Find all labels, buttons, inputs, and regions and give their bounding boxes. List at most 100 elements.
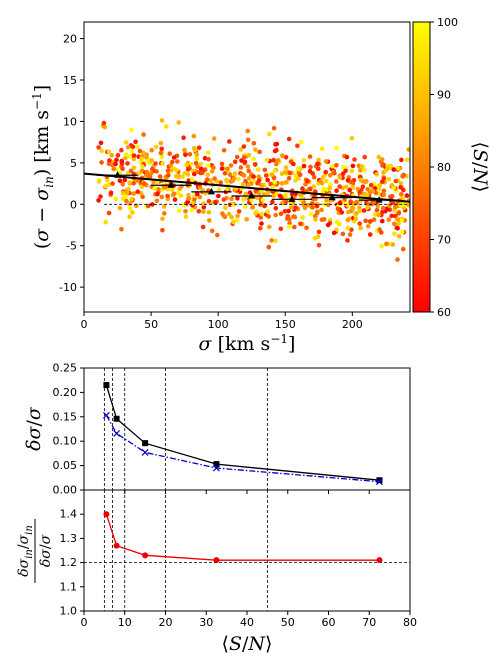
scatter-point xyxy=(270,184,276,190)
scatter-point xyxy=(106,182,112,187)
scatter-point xyxy=(227,172,233,177)
scatter-point xyxy=(406,147,410,152)
y-tick-label: 5 xyxy=(70,157,77,170)
scatter-point xyxy=(284,179,289,185)
scatter-point xyxy=(115,153,121,158)
scatter-point xyxy=(272,168,278,174)
square-marker xyxy=(103,382,110,389)
scatter-point xyxy=(241,155,247,160)
x-tick-label: 20 xyxy=(159,616,173,629)
scatter-point xyxy=(379,230,384,235)
scatter-point xyxy=(334,163,339,168)
scatter-point xyxy=(335,206,341,212)
scatter-point xyxy=(128,206,133,211)
scatter-point xyxy=(245,137,251,142)
scatter-point xyxy=(319,207,324,213)
scatter-point xyxy=(246,176,252,181)
scatter-point xyxy=(334,145,339,151)
scatter-point xyxy=(347,232,353,237)
scatter-point xyxy=(249,198,254,203)
scatter-point xyxy=(375,203,381,209)
scatter-point xyxy=(376,154,382,160)
scatter-point xyxy=(297,172,303,178)
scatter-point xyxy=(241,196,246,202)
x-tick-label: 30 xyxy=(199,616,213,629)
scatter-point xyxy=(200,224,206,230)
scatter-point xyxy=(193,160,199,166)
y-tick-label: -5 xyxy=(66,240,77,253)
scatter-point xyxy=(159,154,165,160)
scatter-point xyxy=(385,166,390,171)
scatter-point xyxy=(259,221,264,226)
scatter-point xyxy=(243,191,249,197)
scatter-point xyxy=(113,196,118,202)
scatter-point xyxy=(295,143,300,149)
y-tick-label: 1.1 xyxy=(60,580,78,593)
colorbar-tick-label: 100 xyxy=(437,16,458,29)
scatter-point xyxy=(279,181,285,186)
scatter-point xyxy=(167,151,172,156)
scatter-point xyxy=(273,212,279,218)
scatter-point xyxy=(262,167,268,173)
scatter-point xyxy=(194,156,199,162)
scatter-ylabel: (σ − σin) [km s−1] xyxy=(30,85,56,249)
scatter-point xyxy=(158,140,164,146)
scatter-point xyxy=(352,157,357,162)
ratio-xlabel: ⟨S/N⟩ xyxy=(222,633,273,655)
scatter-point xyxy=(245,164,251,169)
scatter-point xyxy=(185,167,191,172)
scatter-point xyxy=(365,205,370,210)
scatter-point xyxy=(200,188,206,194)
scatter-point xyxy=(246,168,251,174)
bin-mean-marker xyxy=(207,187,215,195)
scatter-point xyxy=(337,184,343,189)
scatter-point xyxy=(286,136,292,142)
scatter-point xyxy=(308,186,313,192)
y-tick-label: 0.15 xyxy=(53,410,78,423)
scatter-point xyxy=(343,168,348,174)
scatter-point xyxy=(149,170,154,176)
scatter-point xyxy=(400,174,405,179)
scatter-point xyxy=(117,205,123,211)
scatter-point xyxy=(399,217,405,223)
scatter-point xyxy=(386,217,392,222)
scatter-point xyxy=(122,177,127,183)
scatter-point xyxy=(354,211,359,216)
ratio-marker xyxy=(213,557,220,564)
scatter-point xyxy=(367,232,373,237)
scatter-point xyxy=(150,166,155,172)
scatter-point xyxy=(126,186,131,192)
scatter-point xyxy=(140,164,145,169)
scatter-point xyxy=(137,148,143,154)
scatter-point xyxy=(235,196,240,201)
scatter-point xyxy=(180,174,185,179)
scatter-point xyxy=(285,216,290,221)
scatter-point xyxy=(392,221,397,227)
scatter-point xyxy=(305,178,310,184)
scatter-point xyxy=(183,209,188,214)
scatter-point xyxy=(183,214,189,219)
scatter-point xyxy=(316,229,322,235)
scatter-point xyxy=(165,168,171,174)
scatter-point xyxy=(259,189,264,194)
ratio-line xyxy=(105,513,380,561)
ratio-marker xyxy=(103,511,110,518)
scatter-point xyxy=(259,184,265,189)
scatter-point xyxy=(265,209,271,214)
fit-line xyxy=(84,172,410,203)
colorbar-ticks: 60 70 80 90 100 xyxy=(430,16,458,319)
scatter-point xyxy=(360,184,366,189)
scatter-point xyxy=(301,163,307,169)
scatter-point xyxy=(334,227,339,232)
scatter-point xyxy=(125,171,131,176)
scatter-point xyxy=(238,165,244,170)
scatter-point xyxy=(267,224,272,230)
scatter-point xyxy=(133,139,138,145)
scatter-point xyxy=(393,178,399,184)
series-line-black xyxy=(105,384,380,481)
scatter-point xyxy=(266,244,272,250)
scatter-point xyxy=(368,219,373,224)
scatter-point xyxy=(194,152,200,157)
scatter-point xyxy=(165,193,170,199)
